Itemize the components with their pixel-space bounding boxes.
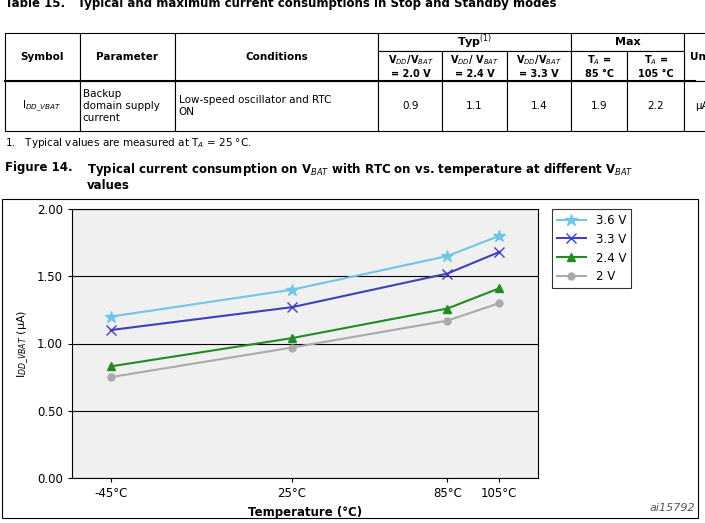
Text: I$_{DD\_VBAT}$: I$_{DD\_VBAT}$ xyxy=(23,98,62,113)
Text: T$_A$ =
105 °C: T$_A$ = 105 °C xyxy=(638,53,673,78)
Text: Max: Max xyxy=(615,37,640,47)
Text: 1.1: 1.1 xyxy=(466,101,483,111)
Text: Low-speed oscillator and RTC
ON: Low-speed oscillator and RTC ON xyxy=(179,95,331,117)
Bar xyxy=(507,51,571,81)
3.3 V xyxy=(443,270,452,277)
Bar xyxy=(5,33,80,81)
Line: 3.3 V: 3.3 V xyxy=(106,247,504,335)
2.4 V xyxy=(495,285,503,291)
Bar xyxy=(684,81,705,131)
Bar xyxy=(80,81,175,131)
2.4 V xyxy=(106,363,115,370)
Text: Typical current consumption on V$_{BAT}$ with RTC on vs. temperature at differen: Typical current consumption on V$_{BAT}$… xyxy=(87,161,634,178)
3.6 V xyxy=(443,253,452,259)
3.6 V xyxy=(106,313,115,320)
2 V xyxy=(443,317,452,324)
Text: Parameter: Parameter xyxy=(96,52,158,62)
Bar xyxy=(507,81,571,131)
Bar xyxy=(379,81,443,131)
3.6 V xyxy=(495,233,503,239)
Bar xyxy=(379,51,443,81)
Text: Symbol: Symbol xyxy=(20,52,64,62)
Line: 3.6 V: 3.6 V xyxy=(104,230,505,323)
Bar xyxy=(627,81,684,131)
Text: 2.2: 2.2 xyxy=(647,101,664,111)
Bar xyxy=(5,81,80,131)
Text: Table 15.   Typical and maximum current consumptions in Stop and Standby modes: Table 15. Typical and maximum current co… xyxy=(5,0,556,10)
3.6 V xyxy=(288,287,296,293)
Bar xyxy=(571,51,627,81)
Bar xyxy=(443,81,507,131)
2 V xyxy=(288,345,296,351)
3.3 V xyxy=(288,304,296,310)
Bar xyxy=(627,51,684,81)
X-axis label: Temperature (°C): Temperature (°C) xyxy=(248,506,362,519)
2 V xyxy=(106,374,115,380)
Y-axis label: I$_{DD\_VBAT}$ (μA): I$_{DD\_VBAT}$ (μA) xyxy=(16,309,32,378)
Text: V$_{DD}$/V$_{BAT}$
= 2.0 V: V$_{DD}$/V$_{BAT}$ = 2.0 V xyxy=(388,53,433,78)
2 V xyxy=(495,300,503,306)
Text: 1.9: 1.9 xyxy=(591,101,608,111)
Text: Conditions: Conditions xyxy=(245,52,308,62)
Text: Typ$^{(1)}$: Typ$^{(1)}$ xyxy=(457,33,492,51)
Text: V$_{DD}$/V$_{BAT}$
= 3.3 V: V$_{DD}$/V$_{BAT}$ = 3.3 V xyxy=(516,53,561,78)
Text: T$_A$ =
85 °C: T$_A$ = 85 °C xyxy=(584,53,613,78)
Text: 0.9: 0.9 xyxy=(402,101,419,111)
Line: 2.4 V: 2.4 V xyxy=(106,284,503,370)
Text: Unit: Unit xyxy=(689,52,705,62)
Bar xyxy=(2,199,698,518)
2.4 V xyxy=(288,335,296,342)
Bar xyxy=(379,33,571,51)
Bar xyxy=(175,81,379,131)
Bar xyxy=(80,33,175,81)
Text: values: values xyxy=(87,179,130,192)
Text: Figure 14.: Figure 14. xyxy=(5,161,73,174)
Bar xyxy=(571,81,627,131)
Line: 2 V: 2 V xyxy=(107,300,503,381)
Bar xyxy=(443,51,507,81)
Legend: 3.6 V, 3.3 V, 2.4 V, 2 V: 3.6 V, 3.3 V, 2.4 V, 2 V xyxy=(552,209,631,288)
Text: 1.4: 1.4 xyxy=(530,101,547,111)
Text: ai15792: ai15792 xyxy=(650,503,696,513)
Text: 1.   Typical values are measured at T$_A$ = 25 °C.: 1. Typical values are measured at T$_A$ … xyxy=(5,136,252,150)
Bar xyxy=(571,33,684,51)
2.4 V xyxy=(443,305,452,312)
Text: V$_{DD}$/ V$_{BAT}$
= 2.4 V: V$_{DD}$/ V$_{BAT}$ = 2.4 V xyxy=(450,53,499,78)
Bar xyxy=(684,33,705,81)
Text: Backup
domain supply
current: Backup domain supply current xyxy=(82,89,159,122)
Bar xyxy=(175,33,379,81)
Text: μA: μA xyxy=(695,101,705,111)
3.3 V xyxy=(495,249,503,255)
3.3 V xyxy=(106,327,115,333)
